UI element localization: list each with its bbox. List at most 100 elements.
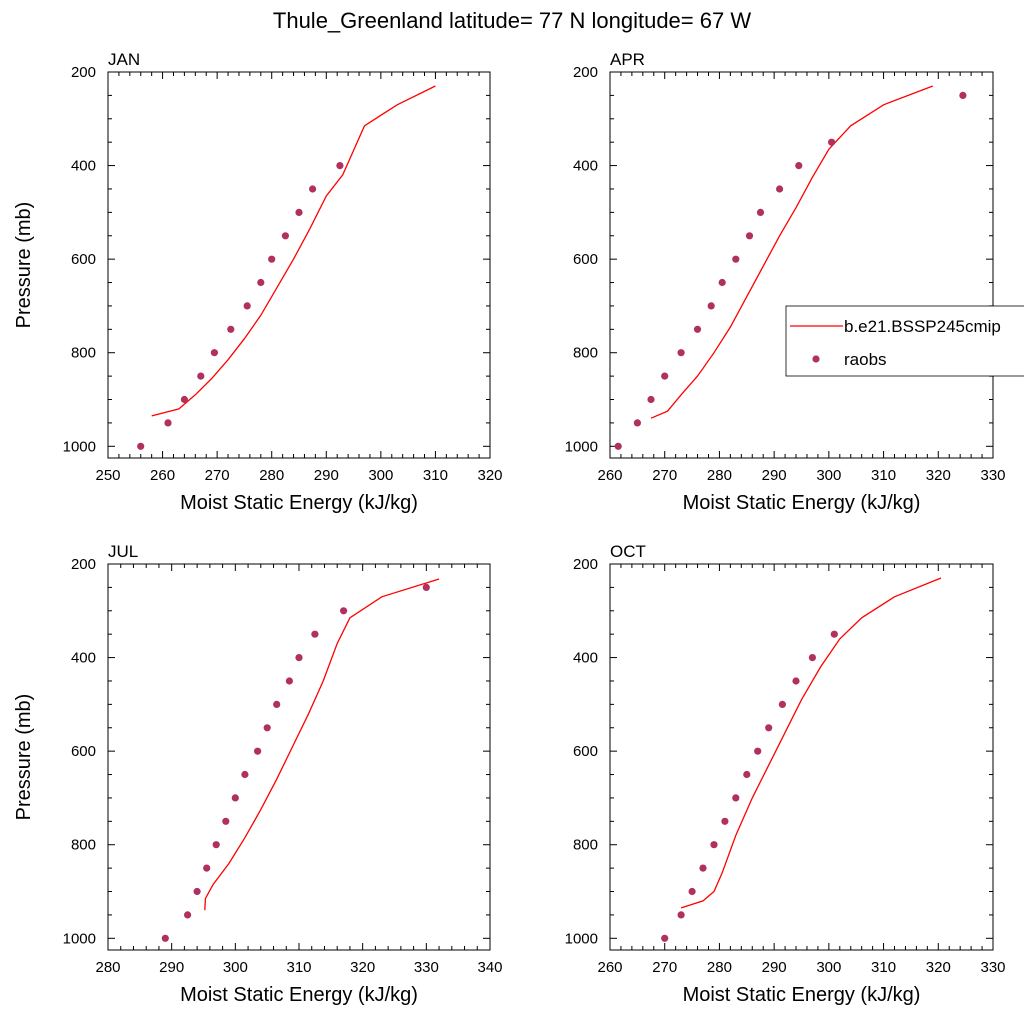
x-tick-label: 320 [477,467,502,484]
y-tick-label: 600 [573,251,598,268]
raobs-point [309,185,317,193]
raobs-point [263,724,271,732]
y-tick-label: 400 [573,650,598,667]
raobs-point [776,185,784,193]
raobs-point [778,700,787,709]
plot-frame [609,563,994,951]
model-line-series [680,577,942,909]
y-tick-label: 800 [71,345,96,362]
raobs-point [268,255,276,263]
raobs-point [254,747,262,755]
raobs-point [184,911,192,919]
raobs-point [285,677,293,685]
y-tick-label: 600 [573,743,598,760]
raobs-point [614,442,622,450]
panel-apr: APR 260 270 280 290 300 310 320 330 200 400 600 800 1… [565,50,1024,514]
raobs-point [688,887,696,896]
x-tick-label: 260 [150,467,175,484]
x-tick-label: 310 [423,467,448,484]
x-tick-label: 280 [95,959,120,976]
raobs-point [137,442,145,450]
x-tick-label: 310 [871,467,896,484]
x-tick-label: 340 [477,959,502,976]
raobs-point [828,138,836,146]
raobs-point [340,607,348,615]
x-tick-label: 310 [871,959,896,976]
raobs-point [212,841,220,849]
raobs-point [830,630,838,638]
raobs-point [241,770,249,779]
raobs-point [231,794,239,802]
raobs-point [732,794,740,802]
panels-group: JAN 250 260 270 280 290 300 310 320 200 400 600 800 1… [13,50,1024,1006]
raobs-point [295,654,303,662]
x-axis-label: Moist Static Energy (kJ/kg) [180,984,418,1006]
x-tick-label: 270 [205,467,230,484]
raobs-point [222,817,230,825]
raobs-point [273,700,281,709]
x-tick-label: 290 [762,959,787,976]
legend: b.e21.BSSP245cmip raobs [785,305,1024,377]
raobs-point [661,934,669,942]
y-tick-label: 800 [71,837,96,854]
plot-frame [107,71,491,459]
raobs-point [754,747,762,755]
raobs-point [197,372,205,380]
legend-label-raobs: raobs [844,350,887,369]
legend-label-model: b.e21.BSSP245cmip [844,317,1001,336]
raobs-point [707,302,715,310]
panel-oct: OCT 260 270 280 290 300 310 320 330 200 400 600 800 1… [565,542,1006,1006]
panel-title: JUL [108,542,138,561]
legend-marker-swatch [812,355,820,363]
raobs-point [210,349,218,357]
raobs-point [161,934,169,942]
y-tick-label: 1000 [63,930,96,947]
x-tick-label: 320 [926,959,951,976]
raobs-point [422,583,430,592]
raobs-point [203,864,211,872]
raobs-point [765,724,773,732]
y-tick-label: 600 [71,251,96,268]
raobs-point [699,864,707,872]
panel-jan: JAN 250 260 270 280 290 300 310 320 200 400 600 800 1… [13,50,503,514]
x-tick-label: 290 [762,467,787,484]
y-tick-label: 200 [573,64,598,81]
x-tick-label: 310 [286,959,311,976]
legend-box [785,305,1024,377]
x-tick-label: 270 [652,467,677,484]
y-axis-label: Pressure (mb) [13,694,35,821]
raobs-point [243,302,251,310]
y-tick-label: 1000 [63,438,96,455]
y-tick-label: 800 [573,345,598,362]
raobs-point [193,887,201,896]
x-tick-label: 300 [816,959,841,976]
raobs-point [677,911,685,919]
raobs-point [710,841,718,849]
figure-title: Thule_Greenland latitude= 77 N longitude… [273,8,751,33]
y-axis-label: Pressure (mb) [13,202,35,329]
y-tick-label: 1000 [565,930,598,947]
x-tick-label: 280 [707,959,732,976]
x-tick-label: 280 [707,467,732,484]
y-tick-label: 600 [71,743,96,760]
x-axis-label: Moist Static Energy (kJ/kg) [683,492,921,514]
x-tick-label: 250 [95,467,120,484]
plot-frame [609,71,994,459]
raobs-point [732,255,740,263]
raobs-point [281,232,289,240]
x-tick-label: 290 [159,959,184,976]
model-line-series [204,578,440,911]
raobs-point [756,208,765,216]
x-tick-label: 300 [368,467,393,484]
y-tick-label: 200 [71,64,96,81]
x-axis-label: Moist Static Energy (kJ/kg) [180,492,418,514]
model-line-series [650,85,934,419]
x-axis-label: Moist Static Energy (kJ/kg) [683,984,921,1006]
x-tick-label: 300 [223,959,248,976]
raobs-point [718,278,726,287]
y-tick-label: 400 [71,650,96,667]
raobs-point [295,208,303,216]
raobs-point [743,770,751,779]
raobs-point [661,372,669,380]
